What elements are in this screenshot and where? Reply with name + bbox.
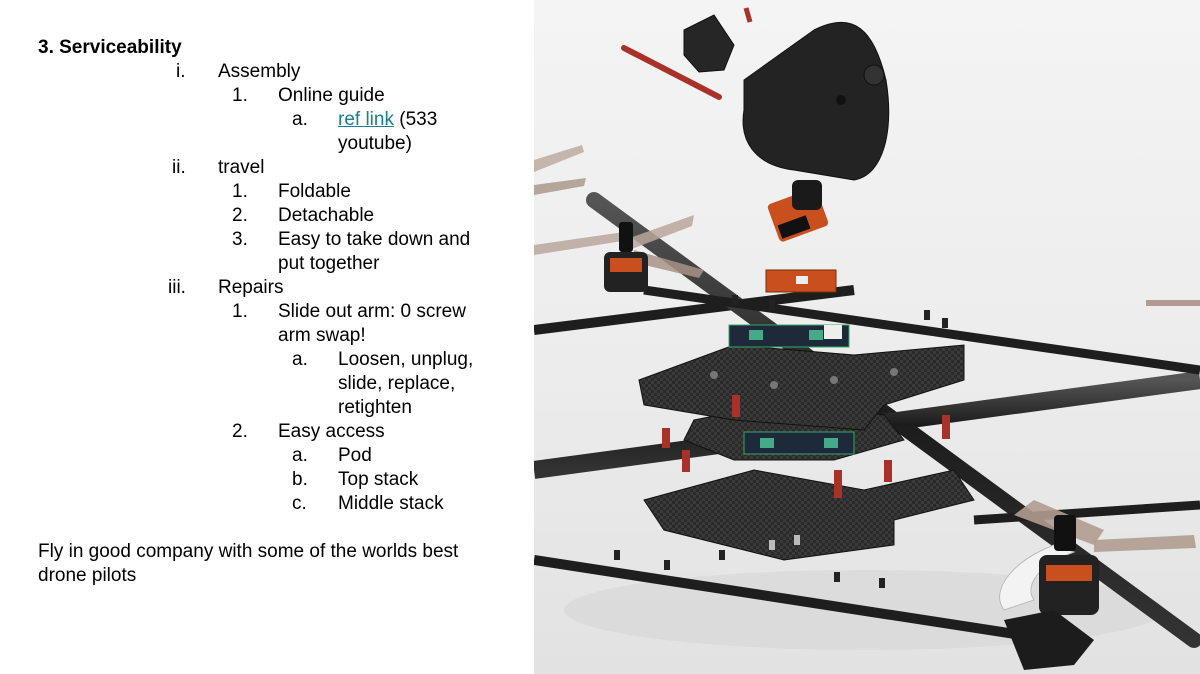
list-item-loosen: Loosen, unplug, [338, 349, 474, 370]
footer-text: Fly in good company with some of the wor… [38, 541, 459, 562]
list-item-continuation: retighten [338, 397, 412, 418]
list-item-assembly: Assembly [218, 61, 301, 82]
motor-right [999, 300, 1200, 615]
list-item-top-stack: Top stack [338, 469, 419, 490]
small-pcb [765, 269, 837, 293]
list-marker: 2. [232, 421, 248, 442]
bottom-plate [643, 469, 975, 561]
motor-left-top [534, 145, 586, 195]
list-item-middle-stack: Middle stack [338, 493, 444, 514]
list-item-pod: Pod [338, 445, 372, 466]
list-marker: a. [292, 445, 308, 466]
list-item-detachable: Detachable [278, 205, 375, 226]
list-marker: b. [292, 469, 308, 490]
list-item-slide-out-arm: Slide out arm: 0 screw [278, 301, 466, 322]
list-marker: 1. [232, 85, 248, 106]
list-marker: 3. [232, 229, 248, 250]
screws [614, 295, 948, 588]
list-marker: i. [176, 61, 186, 82]
list-marker: c. [292, 493, 307, 514]
list-marker: iii. [168, 277, 186, 298]
list-item-online-guide: Online guide [278, 85, 385, 106]
list-item-travel: travel [218, 157, 265, 178]
list-item-repairs: Repairs [218, 277, 284, 298]
list-item-continuation: youtube) [338, 133, 412, 154]
top-stack [728, 324, 850, 348]
list-item-ref-link: ref link (533 [338, 108, 437, 132]
footer-text-continuation: drone pilots [38, 565, 137, 586]
list-marker: 1. [232, 301, 248, 322]
list-item-easy-access: Easy access [278, 421, 385, 442]
list-item-easy-take-down: Easy to take down and [278, 229, 471, 250]
list-marker: a. [292, 349, 308, 370]
top-plate [638, 344, 965, 431]
list-item-continuation: slide, replace, [338, 373, 456, 394]
canopy-pod [742, 21, 890, 181]
camera [767, 180, 829, 242]
bottom-hub [1004, 610, 1094, 670]
list-marker: a. [292, 109, 308, 130]
list-item-continuation: arm swap! [278, 325, 366, 346]
section-heading: 3. Serviceability [38, 37, 182, 58]
standoffs [662, 395, 950, 498]
ref-link-note: (533 [399, 109, 438, 130]
antenna-parts [621, 7, 753, 100]
list-marker: 2. [232, 205, 248, 226]
ref-link[interactable]: ref link [338, 109, 394, 130]
list-marker: 1. [232, 181, 248, 202]
drone-render [534, 7, 1200, 670]
slide-text-column: 3. Serviceability i. Assembly 1. Online … [0, 0, 534, 674]
drone-exploded-view-image [534, 0, 1200, 674]
list-item-continuation: put together [278, 253, 380, 274]
motor-left [534, 215, 704, 292]
list-item-foldable: Foldable [278, 181, 351, 202]
list-marker: ii. [172, 157, 186, 178]
